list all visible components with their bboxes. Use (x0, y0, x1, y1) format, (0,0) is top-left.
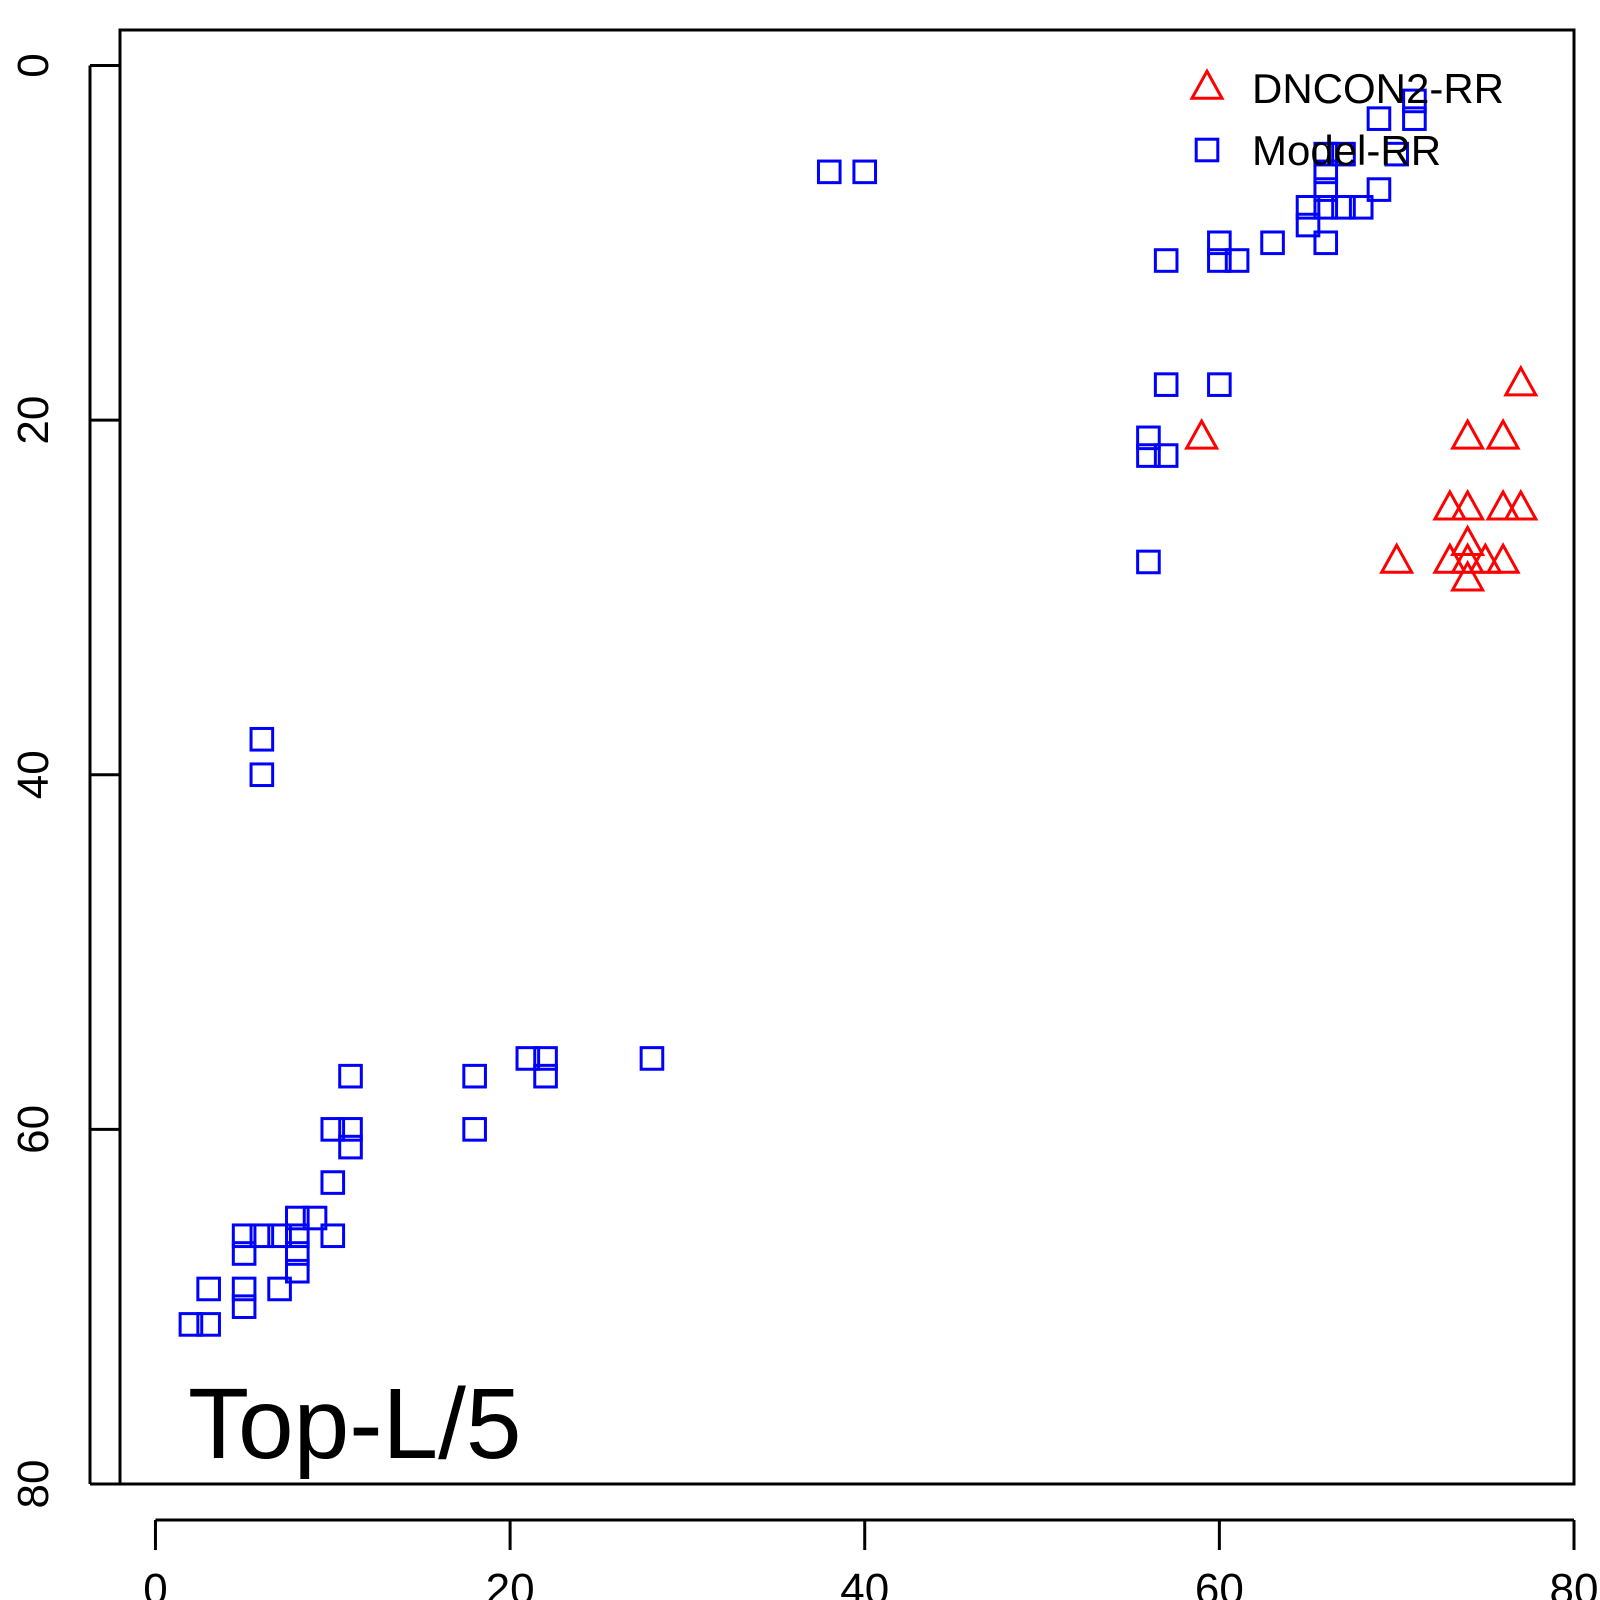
triangle-point (1503, 364, 1539, 397)
data-points (178, 88, 1539, 1337)
square-point (178, 1312, 204, 1337)
square-point (231, 1241, 257, 1266)
square-point (462, 1117, 487, 1142)
x-tick-label: 80 (1550, 1565, 1599, 1600)
square-point (1207, 230, 1232, 256)
y-tick-label: 20 (9, 396, 58, 445)
square-point (1207, 248, 1232, 273)
triangle-point (1379, 542, 1415, 574)
square-point (320, 1170, 346, 1195)
y-tick-label: 40 (9, 750, 58, 799)
x-tick-label: 20 (486, 1565, 535, 1600)
square-point (1331, 195, 1356, 220)
square-point (1224, 248, 1250, 273)
square-point (1313, 195, 1339, 220)
square-point (302, 1205, 328, 1231)
legend-label: Model-RR (1252, 127, 1441, 174)
x-axis: 0 20 40 60 80 (143, 1518, 1599, 1600)
square-point (1136, 425, 1161, 451)
square-point (1366, 106, 1392, 131)
square-point (285, 1241, 310, 1266)
triangle-point (1503, 488, 1539, 521)
triangle-point (1450, 418, 1486, 450)
square-point (462, 1063, 487, 1089)
square-point (196, 1312, 221, 1337)
square-point (231, 1294, 257, 1319)
legend-marker-triangle (1189, 68, 1225, 100)
square-point (1207, 372, 1232, 397)
legend-marker-square (1194, 137, 1220, 163)
square-point (1260, 230, 1285, 256)
square-point (267, 1223, 292, 1249)
triangle-point (1450, 559, 1486, 592)
square-point (249, 762, 275, 788)
square-point (1136, 443, 1161, 468)
square-point (231, 1276, 257, 1302)
square-point (249, 726, 275, 752)
square-point (1313, 159, 1339, 185)
square-point (533, 1046, 558, 1071)
square-point (639, 1046, 665, 1071)
square-point (1153, 248, 1179, 273)
square-point (249, 1223, 275, 1249)
square-point (1402, 88, 1427, 114)
triangle-point (1432, 488, 1468, 521)
triangle-point (1485, 488, 1521, 521)
triangle-point (1432, 542, 1468, 574)
square-point (320, 1223, 346, 1249)
triangle-point (1450, 542, 1486, 574)
x-tick-label: 40 (840, 1565, 889, 1600)
square-point (196, 1276, 221, 1302)
triangle-point (1450, 524, 1486, 556)
legend: DNCON2-RR Model-RR (1189, 65, 1504, 174)
y-tick-label: 60 (9, 1105, 58, 1154)
square-point (320, 1117, 346, 1142)
triangle-point (1467, 542, 1503, 574)
square-point (1313, 177, 1339, 202)
square-point (338, 1063, 363, 1089)
x-tick-label: 0 (143, 1565, 167, 1600)
plot-frame (118, 28, 1576, 1486)
square-point (1295, 212, 1321, 238)
series-model-rr (178, 88, 1427, 1337)
square-point (1331, 141, 1356, 167)
y-axis: 0 20 40 60 80 (9, 53, 120, 1508)
square-point (285, 1205, 310, 1231)
square-point (1313, 230, 1339, 256)
square-point (338, 1134, 363, 1160)
panel-annotation: Top-L/5 (188, 1368, 522, 1480)
square-point (1402, 106, 1427, 131)
square-point (1348, 195, 1374, 220)
square-point (285, 1258, 310, 1284)
x-tick-label: 60 (1195, 1565, 1244, 1600)
triangle-point (1450, 488, 1486, 521)
square-point (852, 159, 878, 185)
series-dncon2-rr (1184, 364, 1539, 592)
square-point (1153, 372, 1179, 397)
square-point (1136, 549, 1161, 575)
y-tick-label: 0 (9, 53, 58, 77)
square-point (1153, 443, 1179, 468)
y-tick-label: 80 (9, 1460, 58, 1509)
square-point (231, 1223, 257, 1249)
triangle-point (1485, 542, 1521, 574)
square-point (1313, 141, 1339, 167)
square-point (338, 1117, 363, 1142)
triangle-point (1184, 418, 1220, 450)
square-point (1384, 141, 1409, 167)
legend-label: DNCON2-RR (1252, 65, 1504, 112)
square-point (533, 1063, 558, 1089)
square-point (1295, 195, 1321, 220)
square-point (267, 1276, 292, 1302)
square-point (515, 1046, 541, 1071)
square-point (816, 159, 842, 185)
square-point (285, 1223, 310, 1249)
square-point (1366, 177, 1392, 202)
triangle-point (1485, 418, 1521, 450)
